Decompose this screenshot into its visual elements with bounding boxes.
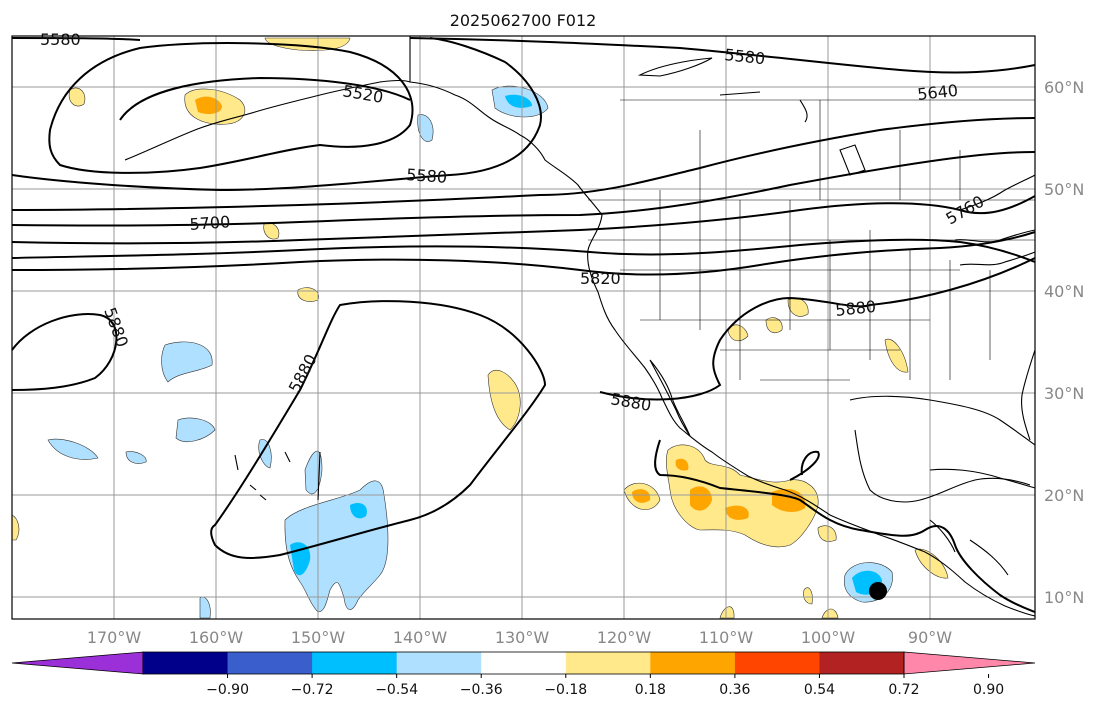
contour-5580-mid — [11, 37, 542, 192]
height-contours — [11, 37, 1036, 613]
lon-label-160w: 160°W — [189, 628, 244, 647]
longitude-labels: 170°W 160°W 150°W 140°W 130°W 120°W 110°… — [87, 628, 952, 647]
contour-5880-east — [11, 238, 1036, 263]
shade-orange-mexico2 — [725, 505, 749, 520]
contour-5880-mexico — [599, 257, 1036, 613]
shade-orange-mexico1 — [690, 486, 712, 511]
colorbar-segment — [734, 652, 820, 674]
coast-baja — [649, 359, 691, 437]
contour-5520 — [48, 42, 414, 174]
storm-marker — [869, 582, 887, 600]
lon-label-140w: 140°W — [393, 628, 448, 647]
contour-labels: 5580 5520 5580 5580 5640 5700 5760 5820 … — [40, 30, 987, 415]
contour-5820 — [11, 231, 1036, 276]
contour-label-5580-ne: 5580 — [724, 45, 766, 68]
shade-yellow-small7 — [803, 587, 813, 605]
shade-blue-small1 — [417, 114, 434, 142]
colorbar-extend-right — [903, 651, 1036, 675]
colorbar-segment — [396, 652, 482, 674]
contour-5700 — [11, 151, 1036, 227]
contour-5880-central — [210, 300, 547, 559]
shade-blue-central4 — [125, 451, 147, 464]
shade-yellow-sw4 — [884, 338, 909, 373]
lat-label-50: 50°N — [1044, 180, 1084, 199]
graticule — [12, 36, 1035, 619]
colorbar-segment — [227, 652, 313, 674]
contour-label-5880-east: 5880 — [834, 297, 876, 320]
contour-5760 — [11, 195, 1036, 245]
contour-label-5580-mid: 5580 — [406, 165, 448, 187]
colorbar-tick-label: −0.36 — [460, 682, 503, 698]
colorbar-tick-label: −0.72 — [291, 682, 334, 698]
contour-5880-west — [11, 313, 118, 391]
shade-blue-central1 — [161, 341, 213, 383]
shade-yellow-small5 — [719, 606, 735, 619]
lat-label-60: 60°N — [1044, 78, 1084, 97]
coast-aleutians — [124, 79, 411, 161]
coast-hawaii — [234, 451, 321, 501]
colorbar-segment — [481, 652, 567, 674]
colorbar-tick-label: −0.90 — [206, 682, 249, 698]
lon-label-100w: 100°W — [801, 628, 856, 647]
lon-label-150w: 150°W — [291, 628, 346, 647]
colorbar-extend-left — [11, 651, 144, 675]
colorbar-segment — [565, 652, 651, 674]
colorbar: −0.90 −0.72 −0.54 −0.36 −0.18 0.18 0.36 0.54 0.7… — [11, 651, 1036, 698]
lon-label-170w: 170°W — [87, 628, 142, 647]
latitude-labels: 60°N 50°N 40°N 30°N 20°N 10°N — [1044, 78, 1084, 607]
colorbar-tick-label: −0.54 — [375, 682, 418, 698]
shade-yellow-small8 — [817, 525, 837, 542]
shade-orange-mexico4 — [675, 458, 689, 471]
shade-yellow-mexico — [666, 444, 819, 548]
shade-cyan-alaska — [505, 94, 532, 108]
shade-orange-mexico5 — [632, 489, 651, 503]
shade-yellow-sw2 — [765, 317, 783, 333]
lon-label-130w: 130°W — [495, 628, 550, 647]
coastlines — [124, 36, 1036, 617]
coast-caribbean — [929, 468, 1036, 576]
shade-yellow-small6 — [821, 608, 839, 619]
shaded-fields — [11, 37, 949, 619]
contour-label-5640: 5640 — [916, 81, 958, 104]
shade-blue-central5 — [258, 439, 272, 469]
lon-label-110w: 110°W — [699, 628, 754, 647]
contour-5640 — [11, 117, 1036, 211]
shade-yellow-left-edge — [11, 514, 20, 541]
colorbar-tick-label: 0.54 — [804, 682, 835, 698]
lat-label-20: 20°N — [1044, 486, 1084, 505]
lat-label-30: 30°N — [1044, 384, 1084, 403]
contour-5580-north — [11, 37, 1036, 74]
colorbar-outline — [142, 651, 905, 675]
contour-label-5580-nw: 5580 — [40, 30, 81, 49]
colorbar-tick-label: 0.18 — [635, 682, 666, 698]
shade-orange-gulf — [195, 96, 222, 114]
colorbar-segment — [650, 652, 736, 674]
shade-yellow-small1 — [68, 87, 86, 107]
colorbar-segment — [312, 652, 398, 674]
lat-label-10: 10°N — [1044, 588, 1084, 607]
colorbar-tick-label: 0.36 — [719, 682, 750, 698]
colorbar-tick-label: 0.90 — [973, 682, 1004, 698]
colorbar-tick-label: −0.18 — [544, 682, 587, 698]
shade-yellow-central-am — [914, 548, 949, 579]
shade-yellow-sw1 — [727, 324, 749, 342]
colorbar-tick-label: 0.72 — [888, 682, 919, 698]
borders — [588, 99, 1035, 381]
map-panel: 5580 5520 5580 5580 5640 5700 5760 5820 … — [11, 30, 1036, 620]
shade-yellow-baja — [487, 370, 521, 431]
colorbar-segment — [819, 652, 905, 674]
colorbar-segment — [143, 652, 229, 674]
map-title: 2025062700 F012 — [450, 11, 597, 30]
contour-label-5700: 5700 — [189, 212, 231, 234]
coast-canada-north — [637, 57, 1036, 211]
lat-label-40: 40°N — [1044, 282, 1084, 301]
lon-label-120w: 120°W — [597, 628, 652, 647]
coast-gulf — [849, 395, 1036, 503]
shade-blue-central3 — [47, 438, 99, 460]
contour-label-5820: 5820 — [580, 269, 621, 288]
lon-label-90w: 90°W — [908, 628, 952, 647]
shade-blue-central2 — [175, 417, 216, 442]
shade-cyan-southpac2 — [350, 503, 367, 519]
